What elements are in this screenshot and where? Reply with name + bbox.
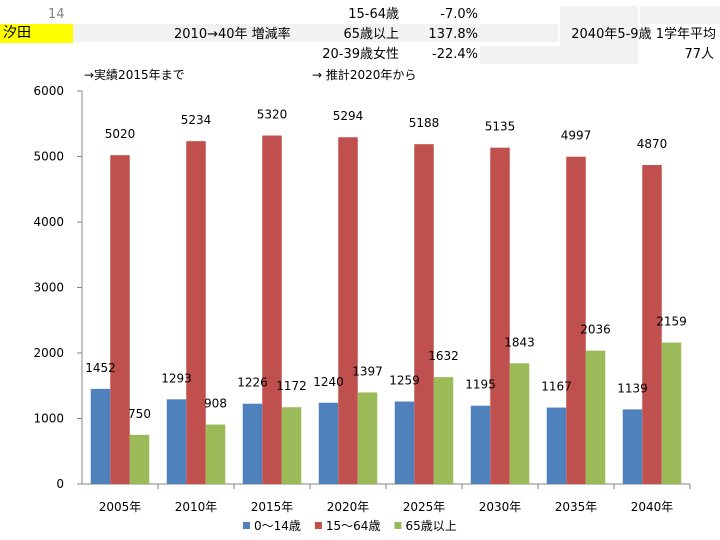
x-tick-label: 2040年 [631, 500, 674, 514]
data-label: 1167 [541, 380, 572, 394]
school-label: 2040年5-9歳 1学年平均 [571, 27, 716, 42]
bar [90, 388, 111, 484]
x-tick-label: 2025年 [403, 500, 446, 514]
data-label: 1240 [313, 375, 344, 389]
legend-label: 15～64歳 [326, 519, 381, 533]
legend-label: 0～14歳 [254, 519, 301, 533]
data-label: 1632 [428, 349, 459, 363]
area-name: 汐田 [0, 24, 73, 43]
x-tick-label: 2005年 [99, 500, 142, 514]
x-tick-label: 2015年 [251, 500, 294, 514]
y-tick-label: 4000 [33, 215, 64, 229]
data-label: 2159 [656, 315, 687, 329]
data-label: 1172 [276, 379, 307, 393]
bar [622, 409, 643, 484]
bar [110, 155, 130, 484]
bar [642, 165, 662, 484]
bar [585, 350, 606, 484]
bar [262, 135, 282, 485]
data-label: 2036 [580, 323, 611, 337]
bar [166, 399, 187, 484]
data-label: 1452 [85, 361, 116, 375]
data-label: 1293 [161, 371, 192, 385]
data-label: 5234 [181, 113, 212, 127]
data-label: 5294 [333, 109, 364, 123]
chart-data-labels: 1452 5020 750 1293 5234 908 1226 5320 1172 1240 52… [85, 108, 687, 421]
bar [318, 402, 339, 484]
row-value-20-39-women: -22.4% [432, 47, 478, 62]
bar [414, 144, 434, 484]
legend-label: 65歳以上 [405, 519, 456, 533]
bar [281, 407, 302, 484]
x-tick-label: 2010年 [175, 500, 218, 514]
bar [470, 405, 491, 484]
row-label-15-64: 15-64歳 [348, 7, 399, 22]
bar [566, 156, 586, 484]
y-tick-label: 2000 [33, 346, 64, 360]
data-label: 1259 [389, 374, 420, 388]
bar [129, 434, 150, 484]
y-tick-label: 5000 [33, 150, 64, 164]
x-tick-label: 2035年 [555, 500, 598, 514]
x-tick-label: 2020年 [327, 500, 370, 514]
bar [509, 363, 530, 484]
bar [490, 147, 510, 484]
x-tick-label: 2030年 [479, 500, 522, 514]
note-actual: →実績2015年まで [84, 68, 185, 82]
bar [357, 392, 378, 484]
data-label: 1139 [617, 381, 648, 395]
header-cell-bg-3 [640, 6, 720, 24]
school-value: 77人 [684, 47, 714, 62]
data-label: 5020 [105, 127, 136, 141]
data-label: 1397 [352, 364, 383, 378]
data-label: 4997 [561, 129, 592, 143]
period-label: 2010→40年 増減率 [174, 27, 291, 42]
row-label-65plus: 65歳以上 [343, 27, 399, 42]
chart-legend: 0～14歳 15～64歳 65歳以上 [243, 519, 457, 533]
bar [394, 401, 415, 484]
data-label: 1195 [465, 378, 496, 392]
bar [242, 403, 263, 484]
data-label: 5320 [257, 108, 288, 122]
legend-swatch [314, 522, 322, 529]
data-label: 750 [128, 407, 151, 421]
y-tick-label: 1000 [33, 412, 64, 426]
legend-swatch [394, 522, 402, 529]
legend-swatch [243, 522, 250, 529]
row-value-65plus: 137.8% [428, 27, 478, 42]
data-label: 1226 [237, 376, 268, 390]
data-label: 908 [204, 397, 227, 411]
note-estimate: → 推計2020年から [312, 68, 417, 82]
row-value-15-64: -7.0% [440, 7, 478, 22]
y-tick-label: 6000 [33, 84, 64, 98]
bar [186, 141, 206, 484]
bar [205, 424, 226, 484]
bar [433, 377, 454, 484]
header-cell-bg-4 [480, 46, 638, 64]
row-number: 14 [48, 7, 65, 22]
chart-bars [90, 135, 682, 485]
bar [338, 137, 358, 485]
data-label: 5135 [485, 120, 516, 134]
header-cell-bg-1 [0, 24, 558, 42]
y-tick-label: 3000 [33, 281, 64, 295]
data-label: 1843 [504, 335, 535, 349]
row-label-20-39-women: 20-39歳女性 [322, 47, 399, 62]
data-label: 5188 [409, 116, 440, 130]
bar [546, 407, 567, 484]
data-label: 4870 [637, 137, 668, 151]
y-tick-label: 0 [56, 477, 64, 491]
bar [661, 342, 682, 484]
